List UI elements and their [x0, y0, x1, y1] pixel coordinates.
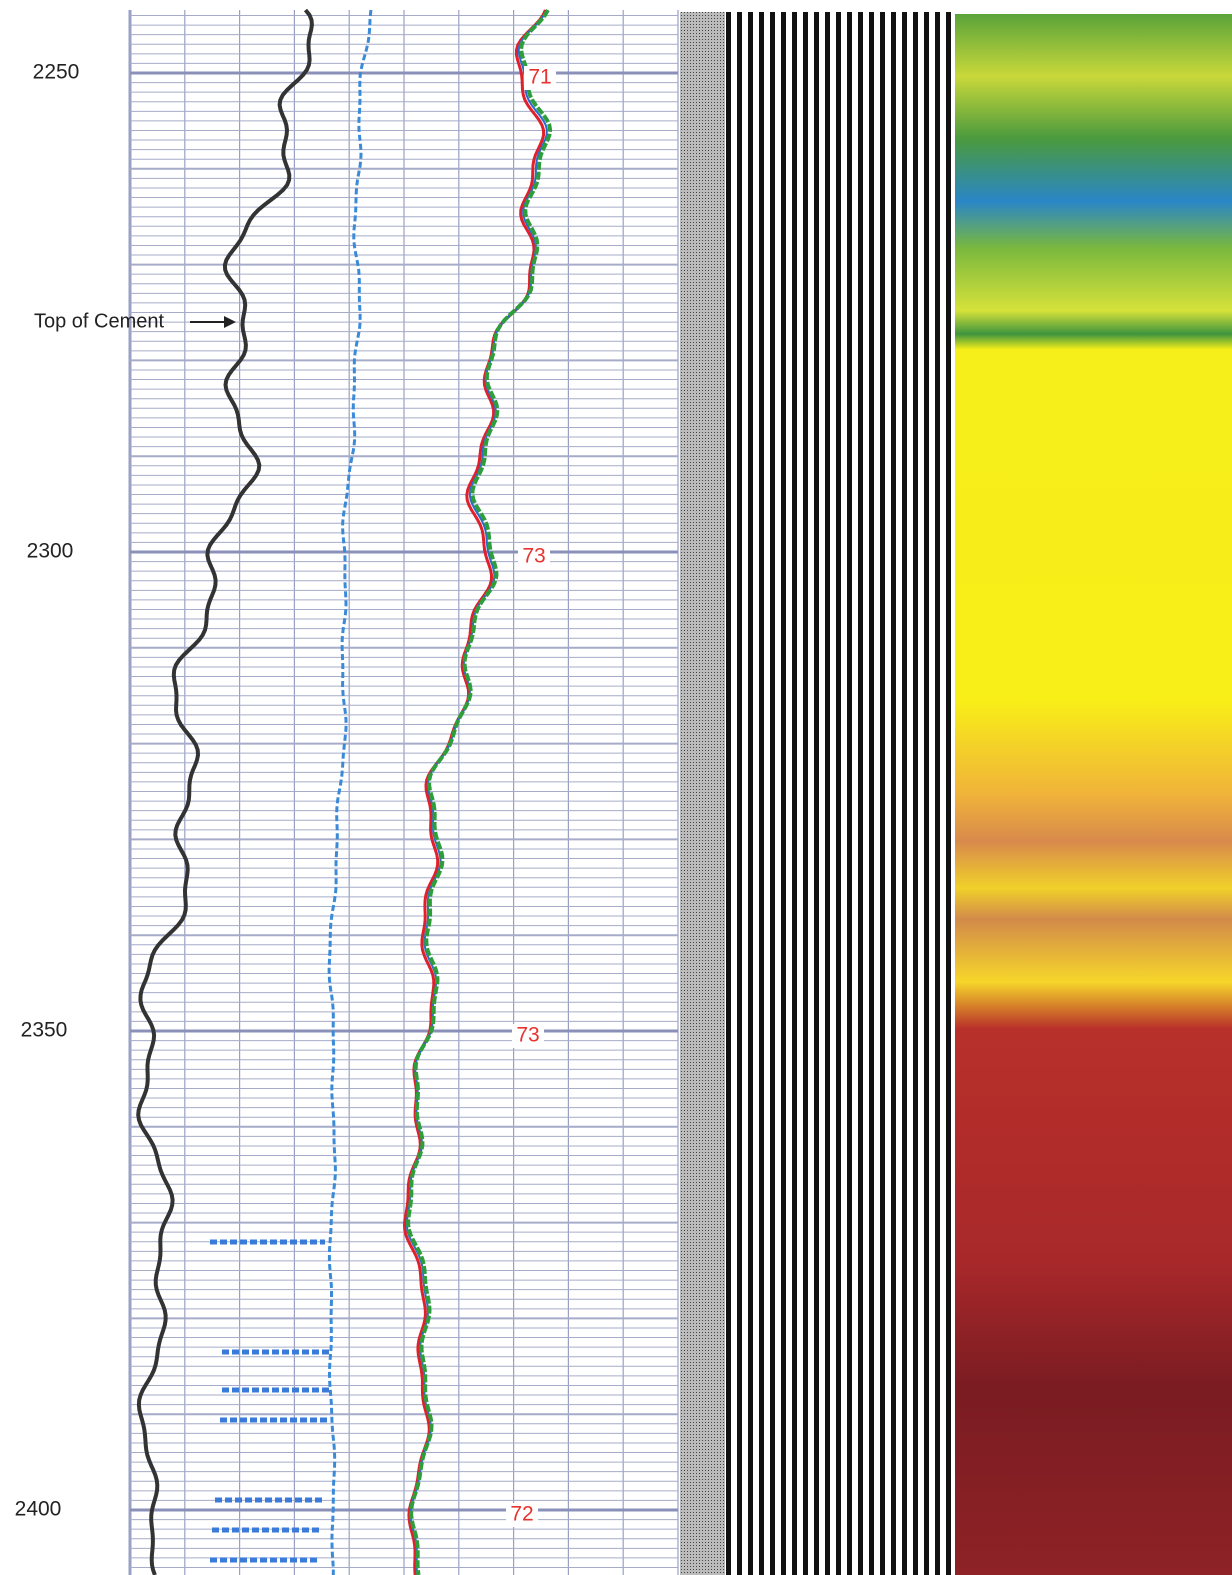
track-label-bg — [518, 545, 550, 569]
temp-curve-red — [402, 9, 547, 1575]
depth-label: 2400 — [15, 1498, 62, 1521]
labels: Top of Cement 2250 2300 2350 2400 71 73 73 72 — [15, 61, 556, 1527]
arrow-head — [224, 316, 236, 328]
track-label-bg — [506, 1503, 538, 1527]
track-label: 71 — [528, 66, 551, 89]
grid — [128, 10, 679, 1575]
gr-curve — [327, 9, 373, 1575]
temp-curve-green — [406, 9, 553, 1575]
amplitude-curve — [136, 8, 314, 1575]
curves — [136, 8, 553, 1575]
vdl-track — [725, 12, 955, 1575]
track-label-bg — [524, 66, 556, 90]
vdl-edge — [680, 12, 725, 1575]
annotation: Top of Cement — [34, 310, 165, 332]
depth-label: 2350 — [21, 1019, 68, 1042]
track-label: 72 — [510, 1503, 533, 1526]
cement-map — [955, 14, 1232, 1575]
track-label: 73 — [522, 545, 545, 568]
depth-label: 2250 — [33, 61, 80, 84]
track-label: 73 — [516, 1024, 539, 1047]
depth-label: 2300 — [27, 540, 74, 563]
track-label-bg — [512, 1024, 544, 1048]
